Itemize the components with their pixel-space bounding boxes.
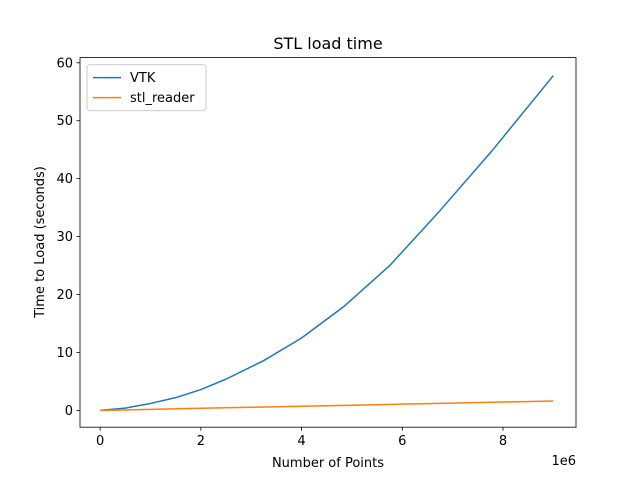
x-tick-label: 8 xyxy=(499,434,507,449)
chart-title: STL load time xyxy=(273,34,382,53)
series-line-vtk xyxy=(100,75,554,412)
y-tick-label: 60 xyxy=(56,56,73,71)
axes-frame xyxy=(79,57,577,428)
y-tick-label: 10 xyxy=(56,346,73,361)
series-line-stl-reader xyxy=(100,400,554,412)
y-tick-label: 20 xyxy=(56,288,73,303)
legend-label: VTK xyxy=(130,71,156,86)
y-tick-label: 40 xyxy=(56,172,73,187)
x-tick-label: 6 xyxy=(398,434,406,449)
y-tick-label: 30 xyxy=(56,230,73,245)
y-axis-label: Time to Load (seconds) xyxy=(33,166,48,319)
x-tick-label: 0 xyxy=(96,434,104,449)
x-offset-label: 1e6 xyxy=(551,454,576,469)
series-layer xyxy=(100,75,554,412)
legend-label: stl_reader xyxy=(130,91,195,106)
legend: VTK stl_reader xyxy=(86,64,207,112)
y-tick-label: 50 xyxy=(56,114,73,129)
legend-box xyxy=(86,64,207,112)
x-tick-label: 2 xyxy=(197,434,205,449)
x-axis: 0 2 4 6 8 xyxy=(96,427,507,449)
y-tick-label: 0 xyxy=(65,404,73,419)
x-tick-label: 4 xyxy=(297,434,305,449)
y-axis: 0 10 20 30 40 50 60 xyxy=(56,56,80,419)
x-axis-label: Number of Points xyxy=(272,456,384,471)
